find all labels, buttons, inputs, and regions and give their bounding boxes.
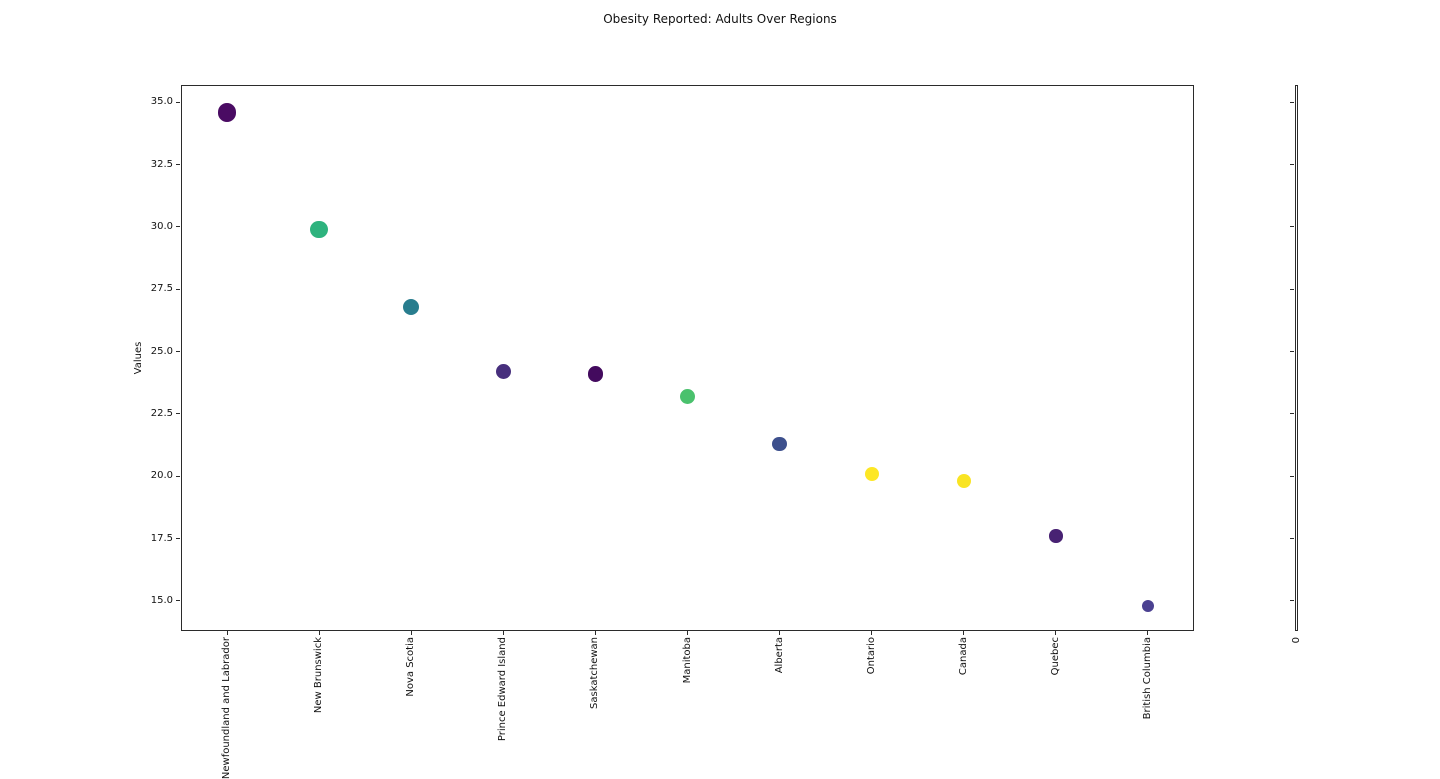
x-tick-label: Ontario	[866, 637, 904, 674]
colorbar-tick-mark	[1290, 413, 1294, 415]
colorbar-tick-mark	[1290, 538, 1294, 540]
x-tick-mark	[226, 631, 228, 635]
colorbar-axes	[1295, 85, 1298, 631]
data-point	[864, 466, 879, 481]
y-tick-mark	[176, 475, 180, 477]
data-point	[1141, 599, 1155, 612]
tick-label-text: Quebec	[1049, 637, 1061, 676]
x-tick-label: Prince Edward Island	[497, 637, 602, 741]
data-point	[772, 436, 787, 452]
colorbar-tick-mark	[1290, 226, 1294, 228]
tick-label-text: Nova Scotia	[405, 637, 417, 697]
data-point	[217, 102, 237, 122]
y-tick-mark	[176, 351, 180, 353]
colorbar-tick-mark	[1290, 600, 1294, 602]
tick-label-text: Saskatchewan	[589, 637, 601, 709]
x-tick-label: Nova Scotia	[405, 637, 466, 697]
data-point	[679, 388, 696, 405]
tick-label-text: Newfoundland and Labrador	[221, 637, 233, 779]
tick-label-text: Prince Edward Island	[497, 637, 509, 742]
figure: Obesity Reported: Adults Over Regions Va…	[133, 12, 1302, 779]
x-tick-label: Quebec	[1050, 637, 1089, 675]
colorbar-tick-mark	[1290, 351, 1294, 353]
data-point	[403, 298, 420, 315]
y-axis-label: Values	[133, 342, 166, 375]
colorbar-tick-mark	[1290, 288, 1294, 290]
tick-label-text: New Brunswick	[313, 637, 325, 714]
data-point	[1049, 529, 1063, 543]
x-tick-label: New Brunswick	[313, 637, 390, 713]
tick-label-text: Alberta	[773, 637, 785, 674]
x-tick-mark	[410, 631, 412, 635]
y-tick-label: 15.0	[150, 594, 173, 606]
y-tick-label: 22.5	[150, 407, 173, 419]
x-tick-label: Canada	[958, 637, 997, 675]
x-tick-mark	[502, 631, 504, 635]
y-tick-label: 25.0	[150, 345, 173, 357]
data-point	[310, 220, 328, 239]
x-tick-label: Saskatchewan	[589, 637, 662, 709]
plot-area	[181, 85, 1194, 631]
colorbar-zero-tick-label: 0	[1291, 637, 1302, 644]
y-tick-mark	[176, 288, 180, 290]
y-tick-mark	[176, 600, 180, 602]
tick-label-text: British Columbia	[1141, 637, 1153, 720]
x-tick-mark	[1147, 631, 1149, 635]
chart-title: Obesity Reported: Adults Over Regions	[603, 12, 837, 26]
x-tick-mark	[1055, 631, 1057, 635]
x-tick-mark	[594, 631, 596, 635]
y-tick-label: 32.5	[150, 158, 173, 170]
y-tick-label: 20.0	[150, 470, 173, 482]
x-tick-label: British Columbia	[1142, 637, 1225, 719]
data-point	[495, 363, 512, 380]
y-tick-mark	[176, 164, 180, 166]
data-point	[587, 366, 604, 382]
colorbar-tick-mark	[1290, 475, 1294, 477]
y-tick-mark	[176, 101, 180, 103]
x-tick-label: Manitoba	[682, 637, 729, 683]
y-tick-mark	[176, 413, 180, 415]
x-tick-mark	[963, 631, 965, 635]
colorbar-tick-mark	[1290, 164, 1294, 166]
y-tick-label: 17.5	[150, 532, 173, 544]
colorbar-tick-mark	[1290, 101, 1294, 103]
data-point	[956, 474, 971, 489]
x-tick-label: Alberta	[774, 637, 811, 673]
x-tick-mark	[687, 631, 688, 635]
x-tick-mark	[318, 631, 320, 635]
y-tick-label: 27.5	[150, 283, 173, 295]
y-tick-label: 35.0	[150, 96, 173, 108]
y-tick-mark	[176, 538, 180, 540]
tick-label-text: Ontario	[865, 637, 877, 675]
x-tick-mark	[779, 631, 781, 635]
tick-label-text: Manitoba	[681, 637, 693, 684]
y-tick-mark	[176, 226, 180, 228]
tick-label-text: Canada	[957, 637, 969, 676]
x-tick-mark	[871, 631, 873, 635]
y-tick-label: 30.0	[150, 220, 173, 232]
